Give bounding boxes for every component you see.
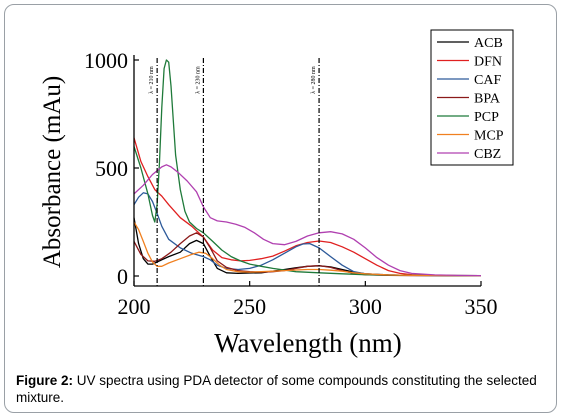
legend-label-acb: ACB <box>474 36 503 51</box>
tick-labels: 200 250 300 350 0 500 1000 <box>84 48 498 319</box>
x-axis-label: Wavelength (nm) <box>214 328 402 358</box>
y-axis-label: Absorbance (mAu) <box>39 76 66 268</box>
legend-label-caf: CAF <box>474 73 501 88</box>
series-line-mcp <box>133 221 482 277</box>
series-line-dfn <box>133 137 481 277</box>
axes <box>133 55 481 287</box>
marker-label-230: λ = 230 nm <box>195 66 201 94</box>
figure-caption: Figure 2: UV spectra using PDA detector … <box>16 372 551 406</box>
y-tick-label-0: 0 <box>117 264 128 289</box>
legend-label-dfn: DFN <box>474 55 502 70</box>
series-line-pcp <box>133 59 482 277</box>
marker-label-210: λ = 210 nm <box>149 66 155 94</box>
legend-label-pcp: PCP <box>474 110 499 125</box>
x-tick-label-200: 200 <box>118 294 151 319</box>
uv-spectra-chart: λ = 210 nm λ = 230 nm λ = 280 nm 200 250 300… <box>39 29 514 358</box>
legend-label-bpa: BPA <box>474 92 501 107</box>
series-line-caf <box>133 192 482 277</box>
legend: ACB DFN CAF BPA PCP MCP CBZ <box>430 29 514 166</box>
series-line-cbz <box>133 164 482 277</box>
plot-area <box>133 59 482 277</box>
caption-label: Figure 2: <box>16 373 74 388</box>
y-tick-label-1000: 1000 <box>84 48 128 73</box>
x-tick-label-300: 300 <box>349 294 382 319</box>
wavelength-markers: λ = 210 nm λ = 230 nm λ = 280 nm <box>149 58 320 286</box>
caption-text: UV spectra using PDA detector of some co… <box>16 373 537 405</box>
y-tick-label-500: 500 <box>95 156 128 181</box>
x-tick-label-250: 250 <box>233 294 266 319</box>
legend-label-mcp: MCP <box>474 129 504 144</box>
marker-label-280: λ = 280 nm <box>311 66 317 94</box>
x-tick-label-350: 350 <box>465 294 498 319</box>
legend-label-cbz: CBZ <box>474 147 501 162</box>
